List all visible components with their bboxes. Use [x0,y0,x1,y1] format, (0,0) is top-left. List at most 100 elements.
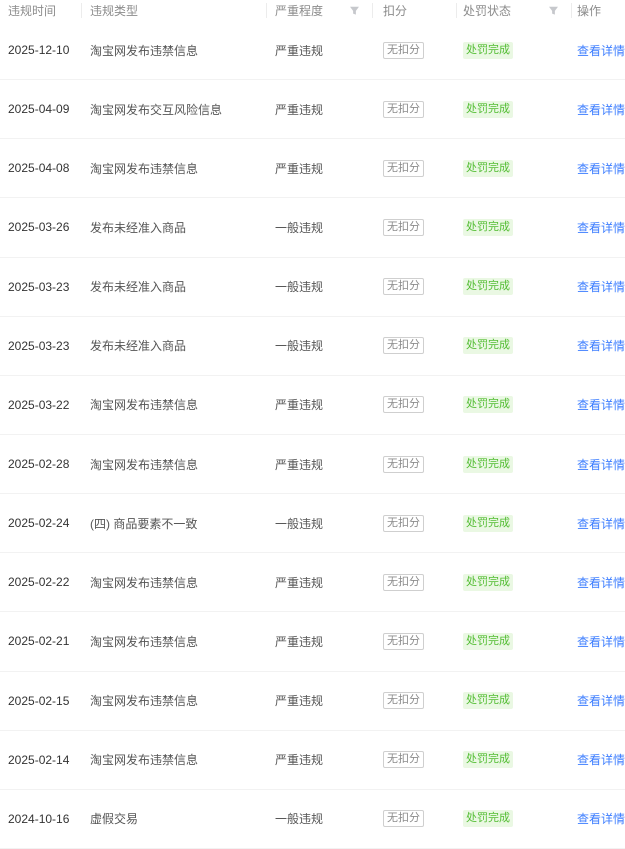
violation-date-cell: 2025-02-15 [8,693,70,708]
deduction-cell: 无扣分 [373,396,457,414]
severity-cell: 严重违规 [275,43,324,58]
penalty-status-cell: 处罚完成 [457,337,572,355]
view-details-link[interactable]: 查看详情 [577,516,625,531]
violation-date-cell: 2025-03-23 [8,279,70,294]
view-details-link[interactable]: 查看详情 [577,575,625,590]
view-details-link[interactable]: 查看详情 [577,753,625,768]
penalty-complete-badge: 处罚完成 [463,396,513,414]
table-row: 2025-03-23 发布未经准入商品 一般违规 无扣分 处罚完成 查看详情 [0,317,625,376]
deduction-cell: 无扣分 [373,337,457,355]
penalty-complete-badge: 处罚完成 [463,692,513,710]
violation-date-cell: 2025-03-22 [8,397,70,412]
violation-date-cell: 2025-03-23 [8,338,70,353]
violation-type-cell: 淘宝网发布违禁信息 [90,457,199,472]
table-row: 2024-10-16 虚假交易 一般违规 无扣分 处罚完成 查看详情 [0,790,625,849]
deduction-cell: 无扣分 [373,514,457,532]
penalty-complete-badge: 处罚完成 [463,41,513,59]
deduction-cell: 无扣分 [373,41,457,59]
penalty-complete-badge: 处罚完成 [463,100,513,118]
actions-cell: 查看详情 [572,396,625,413]
table-row: 2025-02-21 淘宝网发布违禁信息 严重违规 无扣分 处罚完成 查看详情 [0,612,625,672]
penalty-status-cell: 处罚完成 [457,159,572,177]
deduction-cell: 无扣分 [373,632,457,650]
violation-type-cell: 发布未经准入商品 [90,220,187,235]
column-header-label: 违规时间 [8,4,57,18]
penalty-status-cell: 处罚完成 [457,100,572,118]
penalty-status-cell: 处罚完成 [457,218,572,236]
table-row: 2025-03-26 发布未经准入商品 一般违规 无扣分 处罚完成 查看详情 [0,198,625,258]
view-details-link[interactable]: 查看详情 [577,694,625,709]
no-deduction-badge: 无扣分 [383,337,424,355]
column-header-label: 违规类型 [90,4,139,18]
severity-cell: 严重违规 [275,634,324,649]
violation-type-cell: 淘宝网发布违禁信息 [90,398,199,413]
view-details-link[interactable]: 查看详情 [577,398,625,413]
violation-date-cell: 2025-04-08 [8,161,70,176]
penalty-status-cell: 处罚完成 [457,751,572,769]
table-row: 2025-04-09 淘宝网发布交互风险信息 严重违规 无扣分 处罚完成 查看详… [0,80,625,140]
deduction-cell: 无扣分 [373,810,457,828]
penalty-complete-badge: 处罚完成 [463,159,513,177]
column-header-violation-type: 违规类型 [82,3,267,18]
deduction-cell: 无扣分 [373,278,457,296]
deduction-cell: 无扣分 [373,455,457,473]
violation-date-cell: 2025-04-09 [8,102,70,117]
actions-cell: 查看详情 [572,751,625,768]
penalty-status-cell: 处罚完成 [457,41,572,59]
column-header-label: 扣分 [383,4,408,18]
actions-cell: 查看详情 [572,101,625,118]
penalty-status-cell: 处罚完成 [457,573,572,591]
deduction-cell: 无扣分 [373,159,457,177]
deduction-cell: 无扣分 [373,218,457,236]
severity-cell: 一般违规 [275,280,324,295]
no-deduction-badge: 无扣分 [383,455,424,473]
penalty-complete-badge: 处罚完成 [463,573,513,591]
view-details-link[interactable]: 查看详情 [577,161,625,176]
penalty-complete-badge: 处罚完成 [463,278,513,296]
column-header-deduction: 扣分 [373,3,457,18]
table-row: 2025-02-14 淘宝网发布违禁信息 严重违规 无扣分 处罚完成 查看详情 [0,731,625,790]
severity-cell: 严重违规 [275,753,324,768]
actions-cell: 查看详情 [572,515,625,532]
violation-date-cell: 2025-02-28 [8,457,70,472]
violation-type-cell: 淘宝网发布违禁信息 [90,753,199,768]
penalty-status-cell: 处罚完成 [457,455,572,473]
view-details-link[interactable]: 查看详情 [577,43,625,58]
violation-date-cell: 2025-03-26 [8,220,70,235]
no-deduction-badge: 无扣分 [383,692,424,710]
severity-cell: 一般违规 [275,339,324,354]
view-details-link[interactable]: 查看详情 [577,220,625,235]
actions-cell: 查看详情 [572,219,625,236]
severity-filter-icon[interactable] [349,5,360,16]
no-deduction-badge: 无扣分 [383,396,424,414]
view-details-link[interactable]: 查看详情 [577,634,625,649]
severity-cell: 一般违规 [275,812,324,827]
column-header-label: 严重程度 [275,4,324,18]
view-details-link[interactable]: 查看详情 [577,280,625,295]
severity-cell: 严重违规 [275,575,324,590]
no-deduction-badge: 无扣分 [383,632,424,650]
penalty-status-cell: 处罚完成 [457,514,572,532]
view-details-link[interactable]: 查看详情 [577,812,625,827]
violation-date-cell: 2024-10-16 [8,811,70,826]
violation-date-cell: 2025-02-14 [8,752,70,767]
view-details-link[interactable]: 查看详情 [577,339,625,354]
no-deduction-badge: 无扣分 [383,514,424,532]
actions-cell: 查看详情 [572,810,625,827]
no-deduction-badge: 无扣分 [383,573,424,591]
column-header-label: 操作 [577,4,602,18]
actions-cell: 查看详情 [572,278,625,295]
violation-type-cell: 淘宝网发布违禁信息 [90,575,199,590]
no-deduction-badge: 无扣分 [383,218,424,236]
view-details-link[interactable]: 查看详情 [577,102,625,117]
table-row: 2025-02-15 淘宝网发布违禁信息 严重违规 无扣分 处罚完成 查看详情 [0,672,625,731]
actions-cell: 查看详情 [572,337,625,354]
penalty-complete-badge: 处罚完成 [463,810,513,828]
deduction-cell: 无扣分 [373,692,457,710]
penalty-status-filter-icon[interactable] [548,5,559,16]
actions-cell: 查看详情 [572,633,625,650]
penalty-complete-badge: 处罚完成 [463,218,513,236]
column-header-actions: 操作 [572,3,625,18]
view-details-link[interactable]: 查看详情 [577,457,625,472]
